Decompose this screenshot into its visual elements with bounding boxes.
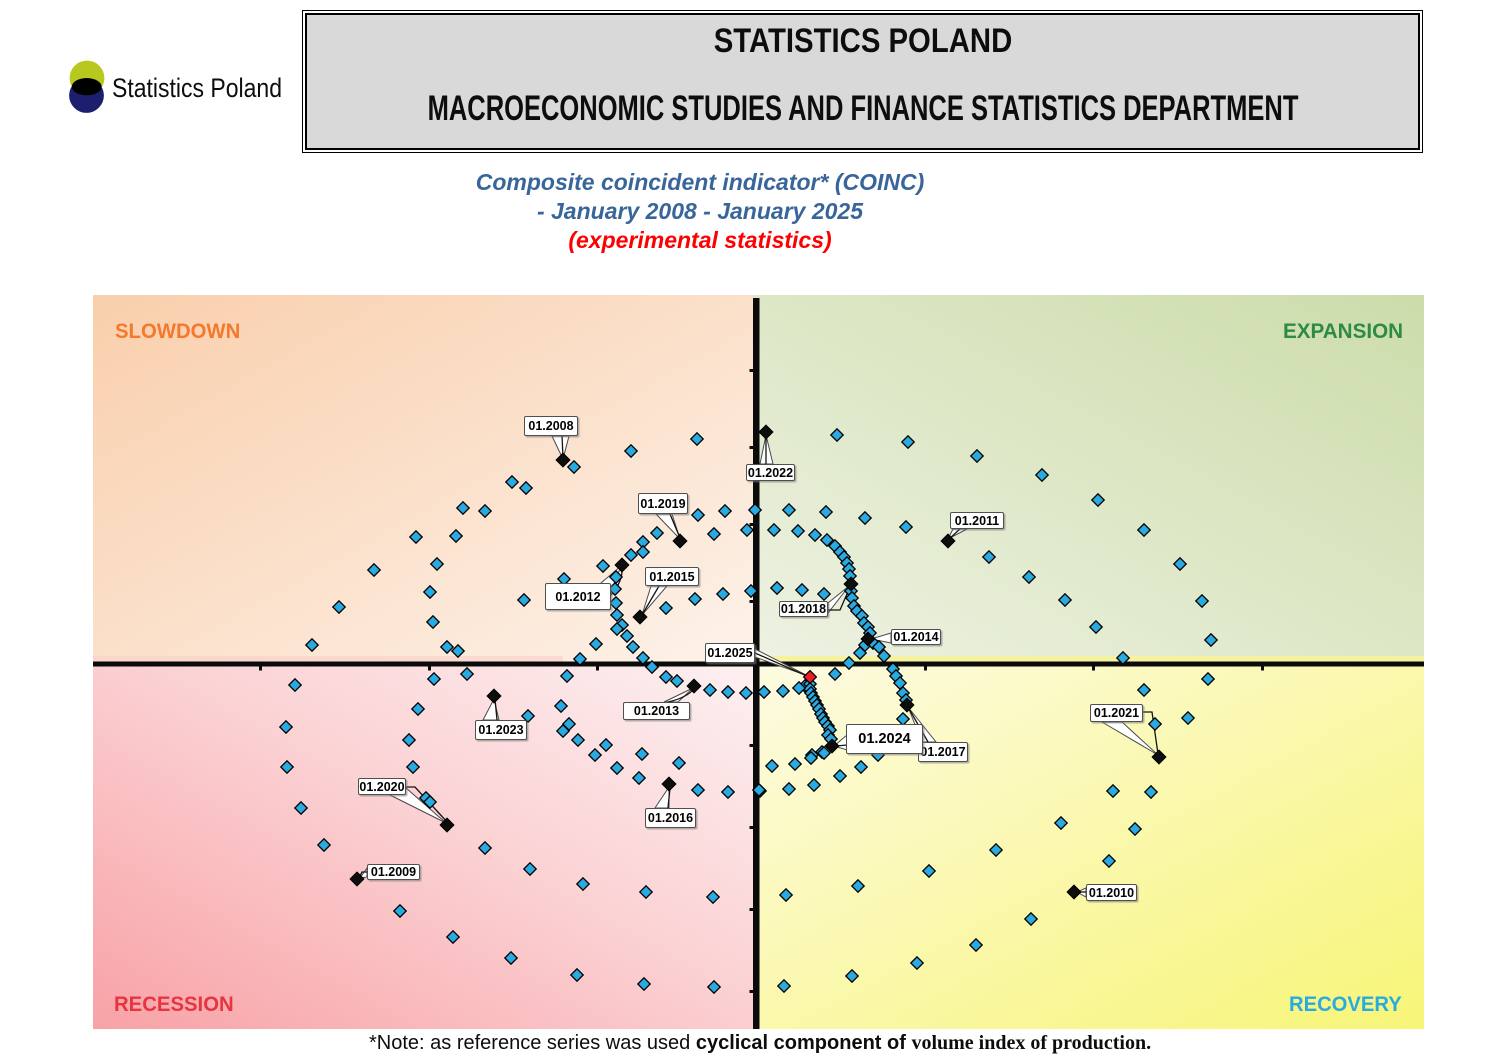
svg-text:Statistics Poland: Statistics Poland (112, 73, 282, 103)
